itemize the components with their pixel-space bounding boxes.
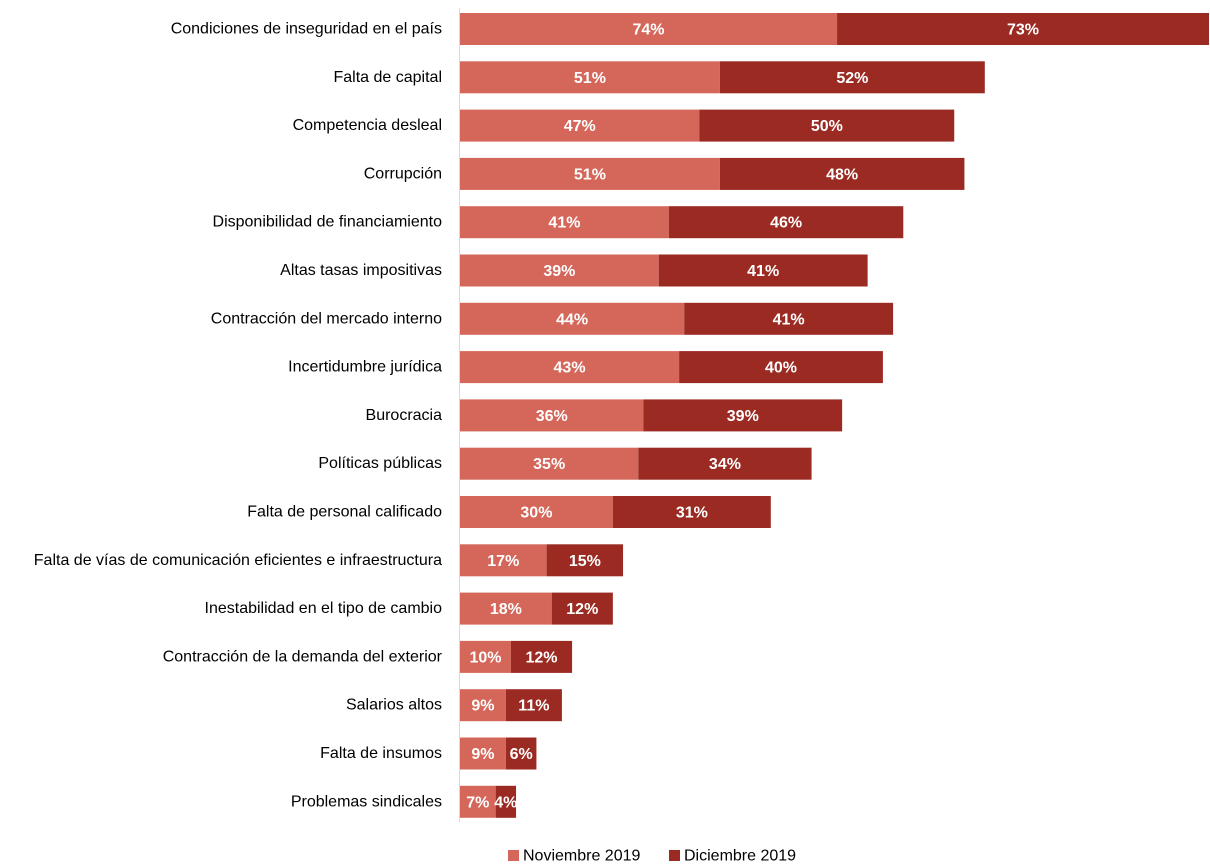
data-label-diciembre: 34%	[709, 456, 741, 473]
data-label-noviembre: 9%	[471, 698, 494, 715]
data-label-noviembre: 43%	[554, 360, 586, 377]
bar-diciembre	[684, 302, 894, 335]
category-label: Falta de capital	[333, 69, 442, 86]
bar-noviembre	[460, 351, 680, 384]
data-label-noviembre: 9%	[471, 746, 494, 763]
data-label-diciembre: 46%	[770, 215, 802, 232]
bar-diciembre	[495, 785, 517, 818]
category-label: Problemas sindicales	[291, 793, 442, 810]
data-label-noviembre: 51%	[574, 166, 606, 183]
bar-diciembre	[546, 544, 624, 577]
data-label-noviembre: 18%	[490, 601, 522, 618]
data-label-noviembre: 44%	[556, 311, 588, 328]
legend-swatch	[508, 850, 519, 861]
data-label-noviembre: 30%	[520, 505, 552, 522]
data-label-diciembre: 73%	[1007, 22, 1039, 39]
data-label-noviembre: 7%	[466, 794, 489, 811]
bar-diciembre	[658, 254, 868, 287]
bar-noviembre	[460, 399, 644, 432]
bar-noviembre	[460, 640, 511, 673]
legend-item-noviembre: Noviembre 2019	[508, 848, 641, 865]
bar-noviembre	[460, 496, 613, 528]
bar-noviembre	[460, 109, 700, 142]
bar-diciembre	[643, 399, 843, 432]
category-label: Competencia desleal	[293, 117, 442, 134]
data-label-noviembre: 35%	[533, 456, 565, 473]
bar-noviembre	[460, 689, 506, 722]
data-label-diciembre: 50%	[811, 118, 843, 135]
category-label: Altas tasas impositivas	[280, 262, 442, 279]
data-label-diciembre: 48%	[826, 166, 858, 183]
data-label-diciembre: 31%	[676, 505, 708, 522]
bar-diciembre	[837, 13, 1209, 45]
data-label-diciembre: 4%	[494, 794, 517, 811]
category-label: Contracción de la demanda del exterior	[163, 648, 443, 665]
bar-noviembre	[460, 544, 547, 577]
data-label-noviembre: 36%	[536, 408, 568, 425]
category-label: Corrupción	[364, 165, 442, 182]
bar-diciembre	[679, 351, 883, 384]
data-label-diciembre: 15%	[569, 553, 601, 570]
data-label-noviembre: 51%	[574, 70, 606, 87]
legend-swatch	[669, 850, 680, 861]
data-label-diciembre: 41%	[747, 263, 779, 280]
bar-noviembre	[460, 157, 720, 190]
category-label: Salarios altos	[346, 697, 442, 714]
legend-label: Diciembre 2019	[684, 848, 796, 865]
bar-noviembre	[460, 592, 552, 625]
data-label-noviembre: 10%	[469, 649, 501, 666]
category-label: Falta de insumos	[320, 745, 442, 762]
bar-noviembre	[460, 206, 669, 239]
bar-diciembre	[699, 109, 955, 142]
data-label-diciembre: 6%	[510, 746, 533, 763]
data-label-diciembre: 39%	[727, 408, 759, 425]
category-label: Disponibilidad de financiamiento	[213, 214, 443, 231]
category-label: Políticas públicas	[318, 455, 442, 472]
data-label-diciembre: 40%	[765, 360, 797, 377]
data-label-noviembre: 39%	[543, 263, 575, 280]
bar-noviembre	[460, 13, 838, 45]
data-label-noviembre: 47%	[564, 118, 596, 135]
category-label: Contracción del mercado interno	[211, 310, 442, 327]
legend-label: Noviembre 2019	[523, 848, 641, 865]
category-label: Inestabilidad en el tipo de cambio	[205, 600, 443, 617]
category-label: Condiciones de inseguridad en el país	[171, 21, 442, 38]
data-label-noviembre: 74%	[633, 22, 665, 39]
bar-diciembre	[612, 496, 771, 528]
bar-diciembre	[505, 689, 562, 722]
data-label-diciembre: 41%	[773, 311, 805, 328]
bar-noviembre	[460, 447, 639, 480]
bar-noviembre	[460, 785, 496, 818]
category-labels: Condiciones de inseguridad en el país Fal…	[34, 21, 443, 811]
bar-diciembre	[719, 157, 965, 190]
legend-item-diciembre: Diciembre 2019	[669, 848, 796, 865]
category-label: Falta de personal calificado	[247, 504, 442, 521]
data-label-diciembre: 12%	[566, 601, 598, 618]
category-label: Falta de vías de comunicación eficientes…	[34, 552, 442, 569]
data-label-diciembre: 11%	[518, 698, 549, 715]
bar-noviembre	[460, 254, 659, 287]
category-label: Incertidumbre jurídica	[288, 359, 442, 376]
bar-diciembre	[668, 206, 904, 239]
bars-group: 74% 73% 51% 52% 47% 50% 51% 48% 41% 46% 39% 41% 44% 4…	[460, 13, 1209, 818]
bar-diciembre	[510, 640, 573, 673]
bar-diciembre	[551, 592, 613, 625]
bar-diciembre	[719, 61, 985, 94]
data-label-noviembre: 41%	[548, 215, 580, 232]
category-label: Burocracia	[366, 407, 443, 424]
bar-diciembre	[505, 737, 537, 770]
bar-noviembre	[460, 61, 720, 94]
bar-diciembre	[638, 447, 812, 480]
bar-noviembre	[460, 302, 685, 335]
legend: Noviembre 2019 Diciembre 2019	[508, 848, 796, 865]
bar-noviembre	[460, 737, 506, 770]
data-label-noviembre: 17%	[487, 553, 519, 570]
data-label-diciembre: 12%	[526, 649, 558, 666]
data-label-diciembre: 52%	[836, 70, 868, 87]
